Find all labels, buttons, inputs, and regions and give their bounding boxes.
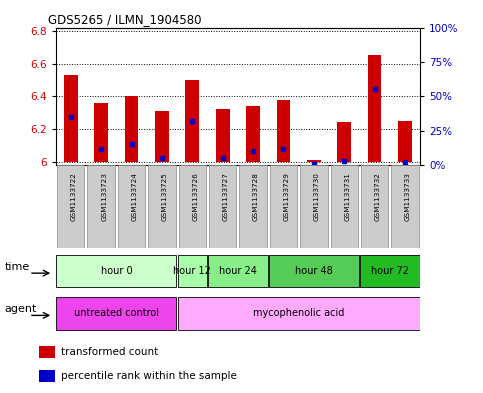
Text: GSM1133730: GSM1133730 xyxy=(314,172,320,220)
Text: GSM1133727: GSM1133727 xyxy=(223,172,228,220)
Text: untreated control: untreated control xyxy=(74,309,159,318)
Text: GDS5265 / ILMN_1904580: GDS5265 / ILMN_1904580 xyxy=(48,13,202,26)
Bar xyxy=(270,165,297,248)
Bar xyxy=(87,165,115,248)
Bar xyxy=(148,165,176,248)
Bar xyxy=(179,165,206,248)
Text: GSM1133723: GSM1133723 xyxy=(101,172,107,220)
Bar xyxy=(125,96,138,162)
Bar xyxy=(178,255,207,287)
Bar xyxy=(360,255,420,287)
Text: time: time xyxy=(5,262,30,272)
Text: hour 0: hour 0 xyxy=(100,266,132,276)
Text: hour 72: hour 72 xyxy=(371,266,409,276)
Bar xyxy=(330,165,358,248)
Text: hour 48: hour 48 xyxy=(295,266,333,276)
Bar xyxy=(246,106,260,162)
Bar xyxy=(64,75,78,162)
Text: GSM1133728: GSM1133728 xyxy=(253,172,259,220)
Bar xyxy=(185,80,199,162)
Bar xyxy=(57,165,85,248)
Text: transformed count: transformed count xyxy=(60,347,158,357)
Text: hour 24: hour 24 xyxy=(219,266,257,276)
Bar xyxy=(277,99,290,162)
Bar xyxy=(178,297,420,330)
Text: hour 12: hour 12 xyxy=(173,266,211,276)
Text: mycophenolic acid: mycophenolic acid xyxy=(253,309,344,318)
Bar xyxy=(216,109,229,162)
Text: GSM1133733: GSM1133733 xyxy=(405,172,411,220)
Bar xyxy=(398,121,412,162)
Bar xyxy=(391,165,419,248)
Text: GSM1133724: GSM1133724 xyxy=(131,172,138,220)
Bar xyxy=(209,165,236,248)
Bar xyxy=(368,55,382,162)
Text: GSM1133731: GSM1133731 xyxy=(344,172,350,220)
Bar xyxy=(269,255,359,287)
Text: agent: agent xyxy=(5,305,37,314)
Bar xyxy=(56,255,176,287)
Bar xyxy=(361,165,388,248)
Bar xyxy=(338,123,351,162)
Bar xyxy=(118,165,145,248)
Text: GSM1133729: GSM1133729 xyxy=(284,172,289,220)
Bar xyxy=(208,255,268,287)
Bar xyxy=(300,165,327,248)
Bar xyxy=(39,370,55,382)
Bar xyxy=(39,346,55,358)
Text: GSM1133732: GSM1133732 xyxy=(375,172,381,220)
Bar xyxy=(307,160,321,162)
Bar xyxy=(94,103,108,162)
Bar xyxy=(56,297,176,330)
Text: percentile rank within the sample: percentile rank within the sample xyxy=(60,371,237,381)
Text: GSM1133726: GSM1133726 xyxy=(192,172,199,220)
Text: GSM1133722: GSM1133722 xyxy=(71,172,77,220)
Bar xyxy=(240,165,267,248)
Text: GSM1133725: GSM1133725 xyxy=(162,172,168,220)
Bar xyxy=(155,111,169,162)
